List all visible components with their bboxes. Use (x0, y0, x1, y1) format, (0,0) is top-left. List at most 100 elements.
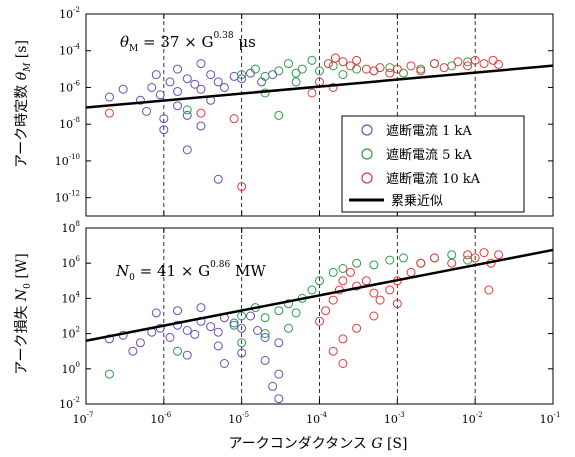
top-point-series-1 (250, 64, 260, 74)
legend-label-10ka: 遮断電流 10 kA (386, 171, 481, 187)
legend-label-1ka: 遮断電流 1 kA (386, 123, 472, 139)
x-tick-label: 10-7 (73, 411, 94, 426)
top-point-series-2 (470, 55, 480, 65)
top-point-series-0 (182, 145, 192, 155)
bottom-point-series-0 (206, 322, 216, 332)
bottom-point-series-1 (447, 250, 457, 260)
x-tick-label: 10-3 (384, 411, 405, 426)
top-point-series-2 (104, 108, 114, 118)
top-point-series-1 (274, 66, 284, 76)
bottom-point-series-0 (173, 320, 183, 330)
bottom-point-series-0 (219, 359, 229, 369)
bottom-point-series-0 (173, 306, 183, 316)
top-point-series-0 (118, 84, 128, 94)
bottom-point-series-1 (260, 313, 270, 323)
bottom-y-tick-label: 102 (62, 326, 80, 341)
bottom-fit-equation: N0 = 41 × G0.86 MW (115, 260, 266, 283)
top-point-series-2 (196, 108, 206, 118)
bottom-point-series-0 (237, 323, 247, 333)
top-point-series-2 (307, 88, 317, 98)
bottom-point-series-1 (352, 258, 362, 268)
top-point-series-1 (328, 61, 338, 71)
bottom-point-series-1 (260, 329, 270, 339)
bottom-y-tick-label: 104 (62, 290, 81, 305)
top-fit-equation: θM = 37 × G0.38 μs (120, 31, 256, 54)
bottom-point-series-0 (260, 355, 270, 365)
top-point-series-2 (237, 182, 247, 192)
top-point-series-0 (190, 79, 200, 89)
bottom-point-series-0 (151, 308, 161, 318)
top-point-series-0 (147, 82, 157, 92)
top-point-series-2 (352, 55, 362, 65)
bottom-point-series-2 (375, 295, 385, 305)
x-tick-label: 10-5 (228, 411, 249, 426)
bottom-point-series-1 (307, 285, 317, 295)
top-y-axis-label: アーク時定数 θM [s] (14, 40, 33, 168)
bottom-y-axis-label: アーク損失 N0 [W] (14, 253, 33, 374)
bottom-point-series-2 (392, 299, 402, 309)
top-point-series-2 (463, 61, 473, 71)
bottom-point-series-1 (291, 308, 301, 318)
bottom-point-series-0 (165, 333, 175, 343)
bottom-y-tick-label: 106 (62, 255, 81, 270)
bottom-point-series-0 (274, 369, 284, 379)
top-point-series-1 (260, 71, 270, 81)
top-y-tick-label: 10-12 (55, 190, 80, 205)
bottom-point-series-2 (447, 258, 457, 268)
bottom-point-series-0 (196, 303, 206, 313)
top-point-series-0 (182, 110, 192, 120)
top-point-series-0 (237, 74, 247, 84)
bottom-point-series-1 (385, 255, 395, 265)
bottom-point-series-0 (104, 334, 114, 344)
top-point-series-2 (385, 68, 395, 78)
bottom-point-series-2 (315, 316, 324, 326)
bottom-point-series-0 (268, 381, 278, 391)
bottom-point-series-0 (274, 338, 284, 348)
top-point-series-2 (323, 59, 333, 69)
x-tick-label: 10-1 (540, 411, 561, 426)
top-point-series-0 (196, 59, 206, 69)
top-point-series-2 (369, 66, 379, 76)
top-point-series-0 (165, 77, 175, 87)
bottom-point-series-1 (284, 299, 294, 309)
top-point-series-0 (182, 74, 192, 84)
bottom-point-series-2 (338, 359, 348, 369)
bottom-point-series-2 (369, 311, 379, 321)
bottom-point-series-1 (237, 311, 247, 321)
top-point-series-0 (135, 95, 145, 105)
bottom-point-series-2 (338, 334, 348, 344)
top-point-series-2 (479, 59, 489, 69)
top-point-series-0 (104, 92, 114, 102)
top-point-series-2 (453, 57, 463, 67)
top-point-series-1 (338, 70, 348, 80)
top-point-series-0 (213, 174, 223, 184)
bottom-point-series-0 (260, 333, 270, 343)
bottom-y-tick-label: 108 (62, 220, 80, 235)
bottom-point-series-1 (237, 338, 247, 348)
legend-marker-10ka (361, 172, 373, 184)
bottom-point-series-0 (190, 329, 200, 339)
legend-marker-5ka (361, 148, 373, 160)
top-point-series-0 (213, 77, 223, 87)
bottom-y-tick-label: 100 (62, 361, 80, 376)
top-point-series-1 (237, 70, 247, 80)
top-point-series-0 (155, 90, 165, 100)
bottom-point-series-2 (352, 323, 362, 333)
bottom-point-series-1 (328, 267, 338, 277)
top-point-series-2 (392, 64, 402, 74)
bottom-point-series-1 (284, 323, 294, 333)
bottom-point-series-2 (463, 250, 473, 260)
top-point-series-2 (345, 61, 355, 71)
top-y-tick-label: 10-10 (55, 153, 80, 168)
top-point-series-2 (375, 63, 385, 73)
top-point-series-0 (159, 125, 169, 135)
bottom-point-series-1 (104, 369, 114, 379)
top-point-series-0 (196, 84, 206, 94)
top-point-series-0 (159, 114, 169, 124)
bottom-point-series-1 (338, 263, 348, 273)
top-point-series-1 (182, 105, 192, 115)
bottom-point-series-1 (369, 260, 379, 270)
top-point-series-1 (274, 110, 284, 120)
top-point-series-0 (196, 121, 206, 131)
